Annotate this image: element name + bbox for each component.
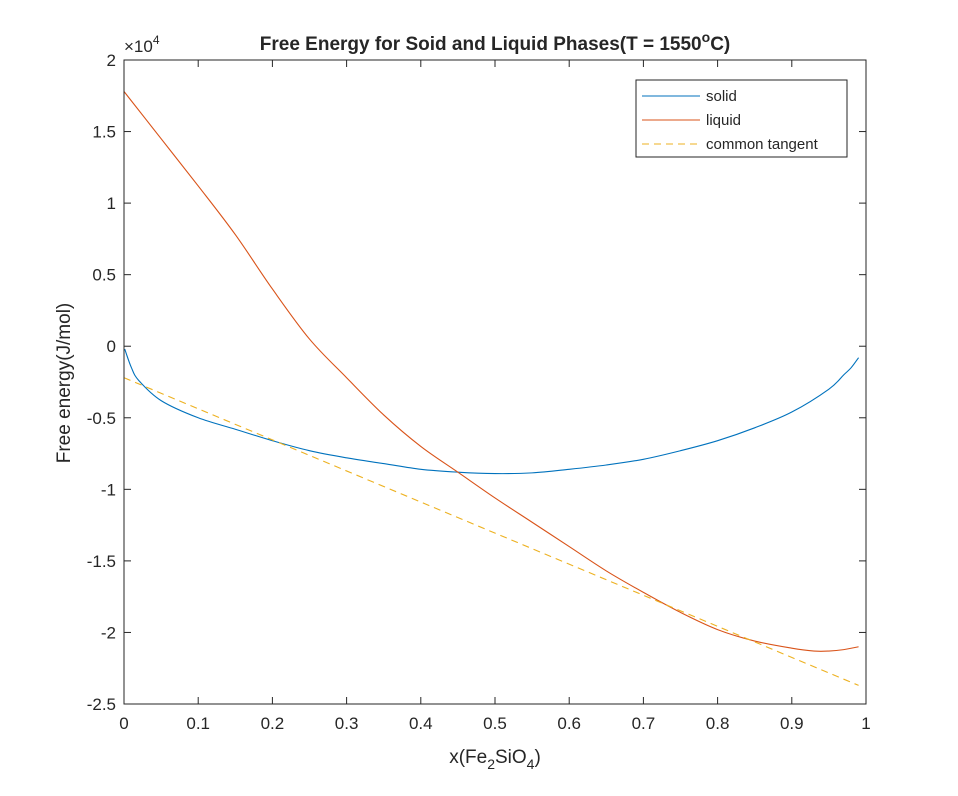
ticks-group: 0 0.1 0.2 0.3 0.4 0.5 0.6 0.7 0.8 0.9 1 2 1.5 1 0.5 0 -0… <box>87 51 871 733</box>
legend-entries: solid liquid common tangent <box>642 88 819 153</box>
x-tick-label: 1 <box>861 714 870 733</box>
x-tick-label: 0.1 <box>186 714 210 733</box>
y-tick-label: -2 <box>101 623 116 642</box>
x-tick-label: 0.9 <box>780 714 804 733</box>
x-tick-label: 0.8 <box>706 714 730 733</box>
y-axis-label: Free energy(J/mol) <box>54 303 75 464</box>
x-tick-label: 0.3 <box>335 714 359 733</box>
y-tick-label: -2.5 <box>87 695 116 714</box>
x-tick-label: 0.7 <box>632 714 656 733</box>
y-tick-label: -0.5 <box>87 409 116 428</box>
x-axis-label-mid: SiO <box>495 747 527 768</box>
y-tick-label: -1.5 <box>87 552 116 571</box>
y-tick-label: 1 <box>107 194 116 213</box>
plot-area <box>124 60 866 704</box>
chart-title: Free Energy for Soid and Liquid Phases(T… <box>260 29 731 55</box>
y-tick-label: 1.5 <box>92 123 116 142</box>
legend: solid liquid common tangent <box>635 79 848 158</box>
chart-title-superscript: o <box>702 29 711 45</box>
x-tick-label: 0.5 <box>483 714 507 733</box>
series-line-common-tangent <box>124 377 859 686</box>
legend-label-common-tangent: common tangent <box>706 136 819 153</box>
series-line-liquid <box>124 91 859 652</box>
series-group <box>124 91 860 686</box>
series-line-solid <box>124 348 860 475</box>
x-tick-label: 0 <box>119 714 128 733</box>
y-exponent-base: ×10 <box>124 37 153 56</box>
chart-title-suffix: C) <box>710 34 730 55</box>
x-axis-label-prefix: x(Fe <box>449 747 487 768</box>
y-axis-exponent: ×104 <box>124 33 160 56</box>
y-tick-label: 0.5 <box>92 266 116 285</box>
y-tick-label: -1 <box>101 480 116 499</box>
x-tick-label: 0.2 <box>261 714 285 733</box>
legend-label-solid: solid <box>706 88 737 105</box>
x-axis-label: x(Fe2SiO4) <box>449 747 541 772</box>
legend-label-liquid: liquid <box>706 112 741 129</box>
y-tick-label: 0 <box>107 337 116 356</box>
x-tick-label: 0.6 <box>557 714 581 733</box>
x-axis-label-sub1: 2 <box>487 756 495 772</box>
y-tick-label: 2 <box>107 51 116 70</box>
x-tick-label: 0.4 <box>409 714 433 733</box>
x-axis-label-suffix: ) <box>534 747 540 768</box>
chart-title-main: Free Energy for Soid and Liquid Phases(T… <box>260 34 702 55</box>
x-axis-label-sub2: 4 <box>527 756 535 772</box>
y-exponent-power: 4 <box>153 33 160 47</box>
